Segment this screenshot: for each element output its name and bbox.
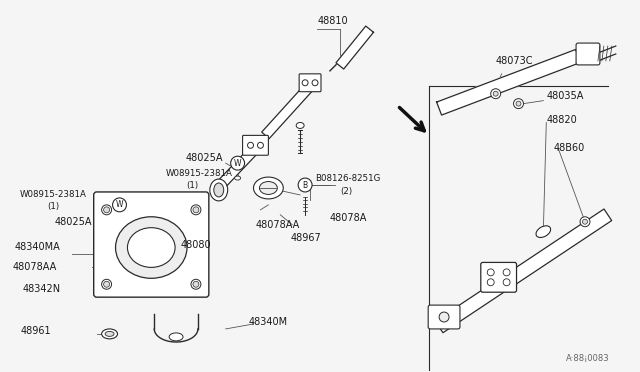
Text: 48078A: 48078A bbox=[330, 213, 367, 223]
Polygon shape bbox=[435, 209, 612, 333]
Circle shape bbox=[439, 312, 449, 322]
Circle shape bbox=[302, 80, 308, 86]
Circle shape bbox=[191, 205, 201, 215]
Circle shape bbox=[102, 279, 111, 289]
Ellipse shape bbox=[127, 228, 175, 267]
Circle shape bbox=[298, 178, 312, 192]
Circle shape bbox=[513, 99, 524, 109]
Polygon shape bbox=[436, 49, 580, 115]
FancyBboxPatch shape bbox=[428, 305, 460, 329]
Polygon shape bbox=[262, 80, 317, 139]
Circle shape bbox=[493, 91, 498, 96]
Text: 48025A: 48025A bbox=[186, 153, 223, 163]
FancyBboxPatch shape bbox=[243, 135, 268, 155]
Ellipse shape bbox=[210, 179, 228, 201]
Ellipse shape bbox=[116, 217, 187, 278]
Circle shape bbox=[312, 80, 318, 86]
Ellipse shape bbox=[235, 176, 241, 180]
Ellipse shape bbox=[169, 333, 183, 341]
Circle shape bbox=[487, 269, 494, 276]
Text: 48810: 48810 bbox=[318, 16, 349, 26]
Polygon shape bbox=[217, 142, 262, 189]
Circle shape bbox=[487, 279, 494, 286]
FancyBboxPatch shape bbox=[93, 192, 209, 297]
Circle shape bbox=[230, 156, 244, 170]
Text: B08126-8251G: B08126-8251G bbox=[315, 174, 380, 183]
Text: 48342N: 48342N bbox=[22, 284, 60, 294]
Text: A·88¡0083: A·88¡0083 bbox=[566, 354, 610, 363]
Circle shape bbox=[580, 217, 590, 227]
Text: 48073C: 48073C bbox=[495, 56, 533, 66]
Text: 48340M: 48340M bbox=[248, 317, 287, 327]
Circle shape bbox=[191, 279, 201, 289]
Text: 48340MA: 48340MA bbox=[14, 241, 60, 251]
Circle shape bbox=[257, 142, 264, 148]
Circle shape bbox=[491, 89, 500, 99]
FancyBboxPatch shape bbox=[576, 43, 600, 65]
Circle shape bbox=[503, 269, 510, 276]
Text: B: B bbox=[303, 180, 308, 189]
Circle shape bbox=[248, 142, 253, 148]
Text: (1): (1) bbox=[186, 180, 198, 189]
FancyBboxPatch shape bbox=[299, 74, 321, 92]
Ellipse shape bbox=[214, 183, 224, 197]
Text: W08915-2381A: W08915-2381A bbox=[166, 169, 233, 177]
Ellipse shape bbox=[105, 331, 114, 336]
Circle shape bbox=[193, 281, 199, 287]
Circle shape bbox=[503, 279, 510, 286]
Text: W: W bbox=[116, 201, 124, 209]
Text: 48820: 48820 bbox=[547, 115, 577, 125]
Text: 48B60: 48B60 bbox=[553, 143, 584, 153]
Circle shape bbox=[516, 101, 521, 106]
Ellipse shape bbox=[536, 226, 550, 237]
FancyBboxPatch shape bbox=[481, 262, 516, 292]
Text: W08915-2381A: W08915-2381A bbox=[19, 190, 86, 199]
Ellipse shape bbox=[253, 177, 284, 199]
Text: 48035A: 48035A bbox=[547, 91, 584, 101]
Polygon shape bbox=[336, 26, 374, 69]
Ellipse shape bbox=[102, 329, 118, 339]
Text: 48078AA: 48078AA bbox=[255, 220, 300, 230]
Circle shape bbox=[113, 198, 127, 212]
Circle shape bbox=[193, 207, 199, 213]
Text: 48080: 48080 bbox=[181, 240, 212, 250]
Text: W: W bbox=[234, 159, 241, 168]
Ellipse shape bbox=[296, 122, 304, 128]
Text: 48025A: 48025A bbox=[55, 217, 93, 227]
Text: (2): (2) bbox=[340, 187, 352, 196]
Circle shape bbox=[104, 207, 109, 213]
Text: (1): (1) bbox=[47, 202, 59, 211]
Circle shape bbox=[104, 281, 109, 287]
Circle shape bbox=[582, 219, 588, 224]
Text: 48961: 48961 bbox=[20, 326, 51, 336]
Text: 48967: 48967 bbox=[290, 232, 321, 243]
Circle shape bbox=[102, 205, 111, 215]
Ellipse shape bbox=[259, 182, 277, 195]
Text: 48078AA: 48078AA bbox=[12, 262, 56, 272]
